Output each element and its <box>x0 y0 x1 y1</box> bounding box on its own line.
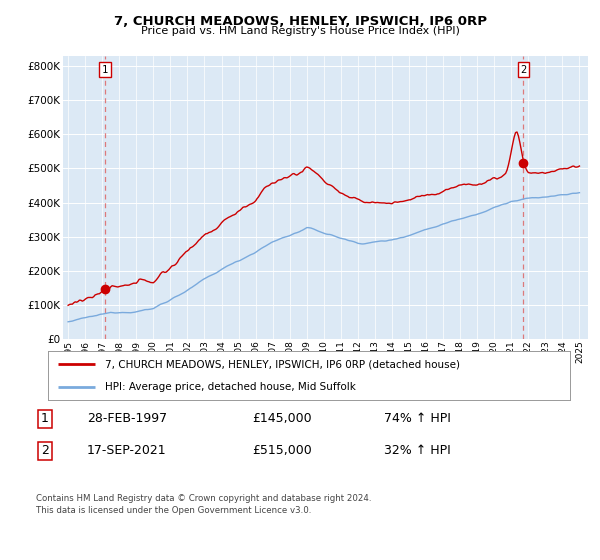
Text: 2: 2 <box>41 444 49 458</box>
Text: 17-SEP-2021: 17-SEP-2021 <box>87 444 167 458</box>
Text: 7, CHURCH MEADOWS, HENLEY, IPSWICH, IP6 0RP: 7, CHURCH MEADOWS, HENLEY, IPSWICH, IP6 … <box>113 15 487 27</box>
Text: £145,000: £145,000 <box>252 412 311 426</box>
Text: 1: 1 <box>41 412 49 426</box>
Text: HPI: Average price, detached house, Mid Suffolk: HPI: Average price, detached house, Mid … <box>106 382 356 392</box>
Text: 1: 1 <box>102 64 108 74</box>
Text: 74% ↑ HPI: 74% ↑ HPI <box>384 412 451 426</box>
Text: 28-FEB-1997: 28-FEB-1997 <box>87 412 167 426</box>
Text: Price paid vs. HM Land Registry's House Price Index (HPI): Price paid vs. HM Land Registry's House … <box>140 26 460 36</box>
Text: Contains HM Land Registry data © Crown copyright and database right 2024.
This d: Contains HM Land Registry data © Crown c… <box>36 494 371 515</box>
Text: 2: 2 <box>520 64 527 74</box>
Text: 7, CHURCH MEADOWS, HENLEY, IPSWICH, IP6 0RP (detached house): 7, CHURCH MEADOWS, HENLEY, IPSWICH, IP6 … <box>106 360 460 370</box>
Text: £515,000: £515,000 <box>252 444 312 458</box>
Text: 32% ↑ HPI: 32% ↑ HPI <box>384 444 451 458</box>
